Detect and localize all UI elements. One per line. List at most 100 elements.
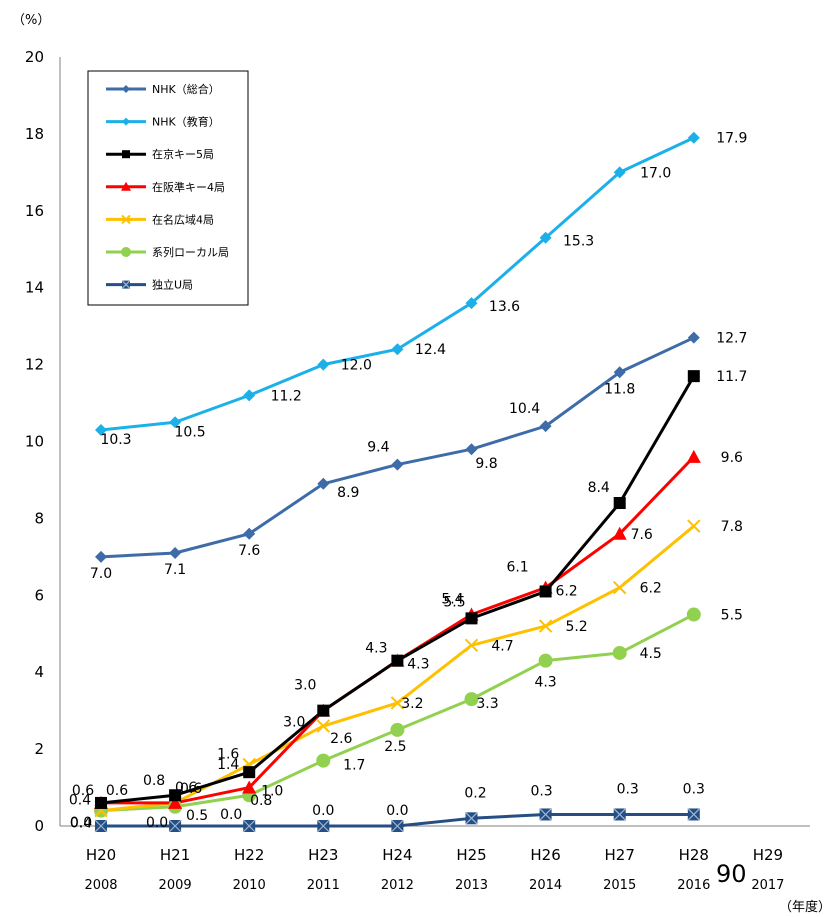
- x-year-label: 2008: [84, 878, 117, 893]
- data-point: [612, 645, 627, 660]
- data-point: [243, 389, 256, 402]
- data-point: [613, 497, 626, 510]
- data-point: [242, 780, 257, 794]
- data-label: 0.3: [683, 781, 705, 797]
- legend: NHK（総合） NHK（教育） 在京キー5局在阪準キー4局在名広域4局系列ローカル局…: [87, 70, 249, 306]
- legend-marker: [122, 85, 130, 93]
- data-label: 7.8: [721, 519, 743, 535]
- data-point: [169, 789, 182, 802]
- data-label: 8.4: [588, 480, 610, 496]
- data-label: 12.4: [415, 342, 446, 358]
- data-label: 0.6: [106, 783, 128, 799]
- data-point: [316, 819, 330, 833]
- data-point: [316, 753, 331, 768]
- data-label: 12.7: [716, 331, 747, 347]
- data-point: [687, 331, 700, 344]
- data-point: [316, 719, 331, 733]
- data-label: 4.5: [640, 646, 662, 662]
- data-label: 13.6: [489, 299, 520, 315]
- data-point: [390, 696, 405, 710]
- x-year-label: 2013: [455, 878, 488, 893]
- data-label: 5.5: [721, 608, 743, 624]
- x-tick-label: H25: [456, 846, 486, 864]
- data-point: [687, 519, 701, 533]
- data-label: 4.3: [534, 675, 556, 691]
- data-label: 10.4: [509, 401, 540, 417]
- data-label: 3.0: [294, 678, 316, 694]
- data-label: 0.8: [250, 793, 272, 809]
- data-label: 7.0: [90, 566, 112, 582]
- data-label: 7.6: [631, 527, 653, 543]
- data-label: 10.5: [175, 424, 206, 440]
- data-label: 6.1: [506, 559, 528, 575]
- data-label: 5.4: [441, 591, 463, 607]
- legend-label: 在阪準キー4局: [152, 180, 225, 194]
- data-point: [242, 819, 256, 833]
- legend-marker: [122, 150, 130, 159]
- x-tick-label: H21: [160, 846, 190, 864]
- data-point: [538, 619, 553, 633]
- data-point: [464, 638, 479, 652]
- data-point: [465, 811, 478, 825]
- y-tick-label: 8: [34, 509, 44, 527]
- data-point: [168, 819, 182, 833]
- y-tick-label: 6: [34, 586, 44, 604]
- data-point: [169, 416, 182, 429]
- data-point: [391, 458, 404, 471]
- y-tick-label: 16: [25, 202, 44, 220]
- x-tick-label: H27: [605, 846, 635, 864]
- data-point: [687, 808, 701, 821]
- x-tick-label: H24: [382, 846, 412, 864]
- data-label: 0.0: [312, 803, 334, 819]
- data-point: [613, 808, 627, 821]
- data-point: [686, 607, 701, 622]
- data-label: 15.3: [563, 234, 594, 250]
- data-point: [687, 131, 700, 144]
- data-label: 10.3: [100, 432, 131, 448]
- data-point: [169, 547, 182, 560]
- y-tick-label: 0: [34, 817, 44, 835]
- data-label: 0.0: [220, 807, 242, 823]
- data-label: 0.0: [146, 815, 168, 831]
- data-point: [539, 808, 553, 821]
- legend-label: 在京キー5局: [152, 147, 214, 161]
- data-point: [465, 297, 478, 310]
- x-year-label: 2014: [529, 878, 562, 893]
- data-point: [686, 449, 701, 463]
- legend-marker: [122, 117, 130, 126]
- data-point: [465, 612, 478, 625]
- data-point: [612, 526, 627, 540]
- x-year-label: 2012: [381, 878, 414, 893]
- data-point: [243, 527, 256, 540]
- data-label: 7.6: [238, 543, 260, 559]
- data-label: 0.5: [186, 808, 208, 824]
- data-label: 3.3: [476, 696, 498, 712]
- x-tick-label: H22: [234, 846, 264, 864]
- data-label: 17.9: [716, 131, 747, 147]
- data-label: 5.5: [443, 595, 465, 611]
- page-number: 90: [716, 860, 747, 888]
- data-label: 4.7: [491, 638, 513, 654]
- data-point: [95, 550, 107, 563]
- y-tick-label: 4: [34, 663, 44, 681]
- data-label: 12.0: [341, 358, 372, 374]
- x-year-label: 2017: [751, 878, 784, 893]
- data-point: [390, 722, 405, 737]
- series-line: [100, 524, 695, 813]
- data-label: 17.0: [640, 165, 671, 181]
- x-year-label: 2015: [603, 878, 636, 893]
- x-tick-label: H28: [679, 846, 709, 864]
- data-label: 8.9: [337, 485, 359, 501]
- data-label: 0.3: [617, 781, 639, 797]
- data-label: 9.6: [721, 450, 743, 466]
- data-label: 5.2: [565, 619, 587, 635]
- data-point: [613, 366, 626, 379]
- data-label: 11.7: [716, 369, 747, 385]
- data-label: 0.4: [70, 816, 92, 832]
- data-label: 0.6: [175, 780, 197, 796]
- data-label: 3.0: [283, 715, 305, 731]
- legend-label: 系列ローカル局: [152, 245, 229, 259]
- data-label: 3.2: [401, 696, 423, 712]
- series-markers: [94, 131, 701, 833]
- data-point: [539, 231, 552, 244]
